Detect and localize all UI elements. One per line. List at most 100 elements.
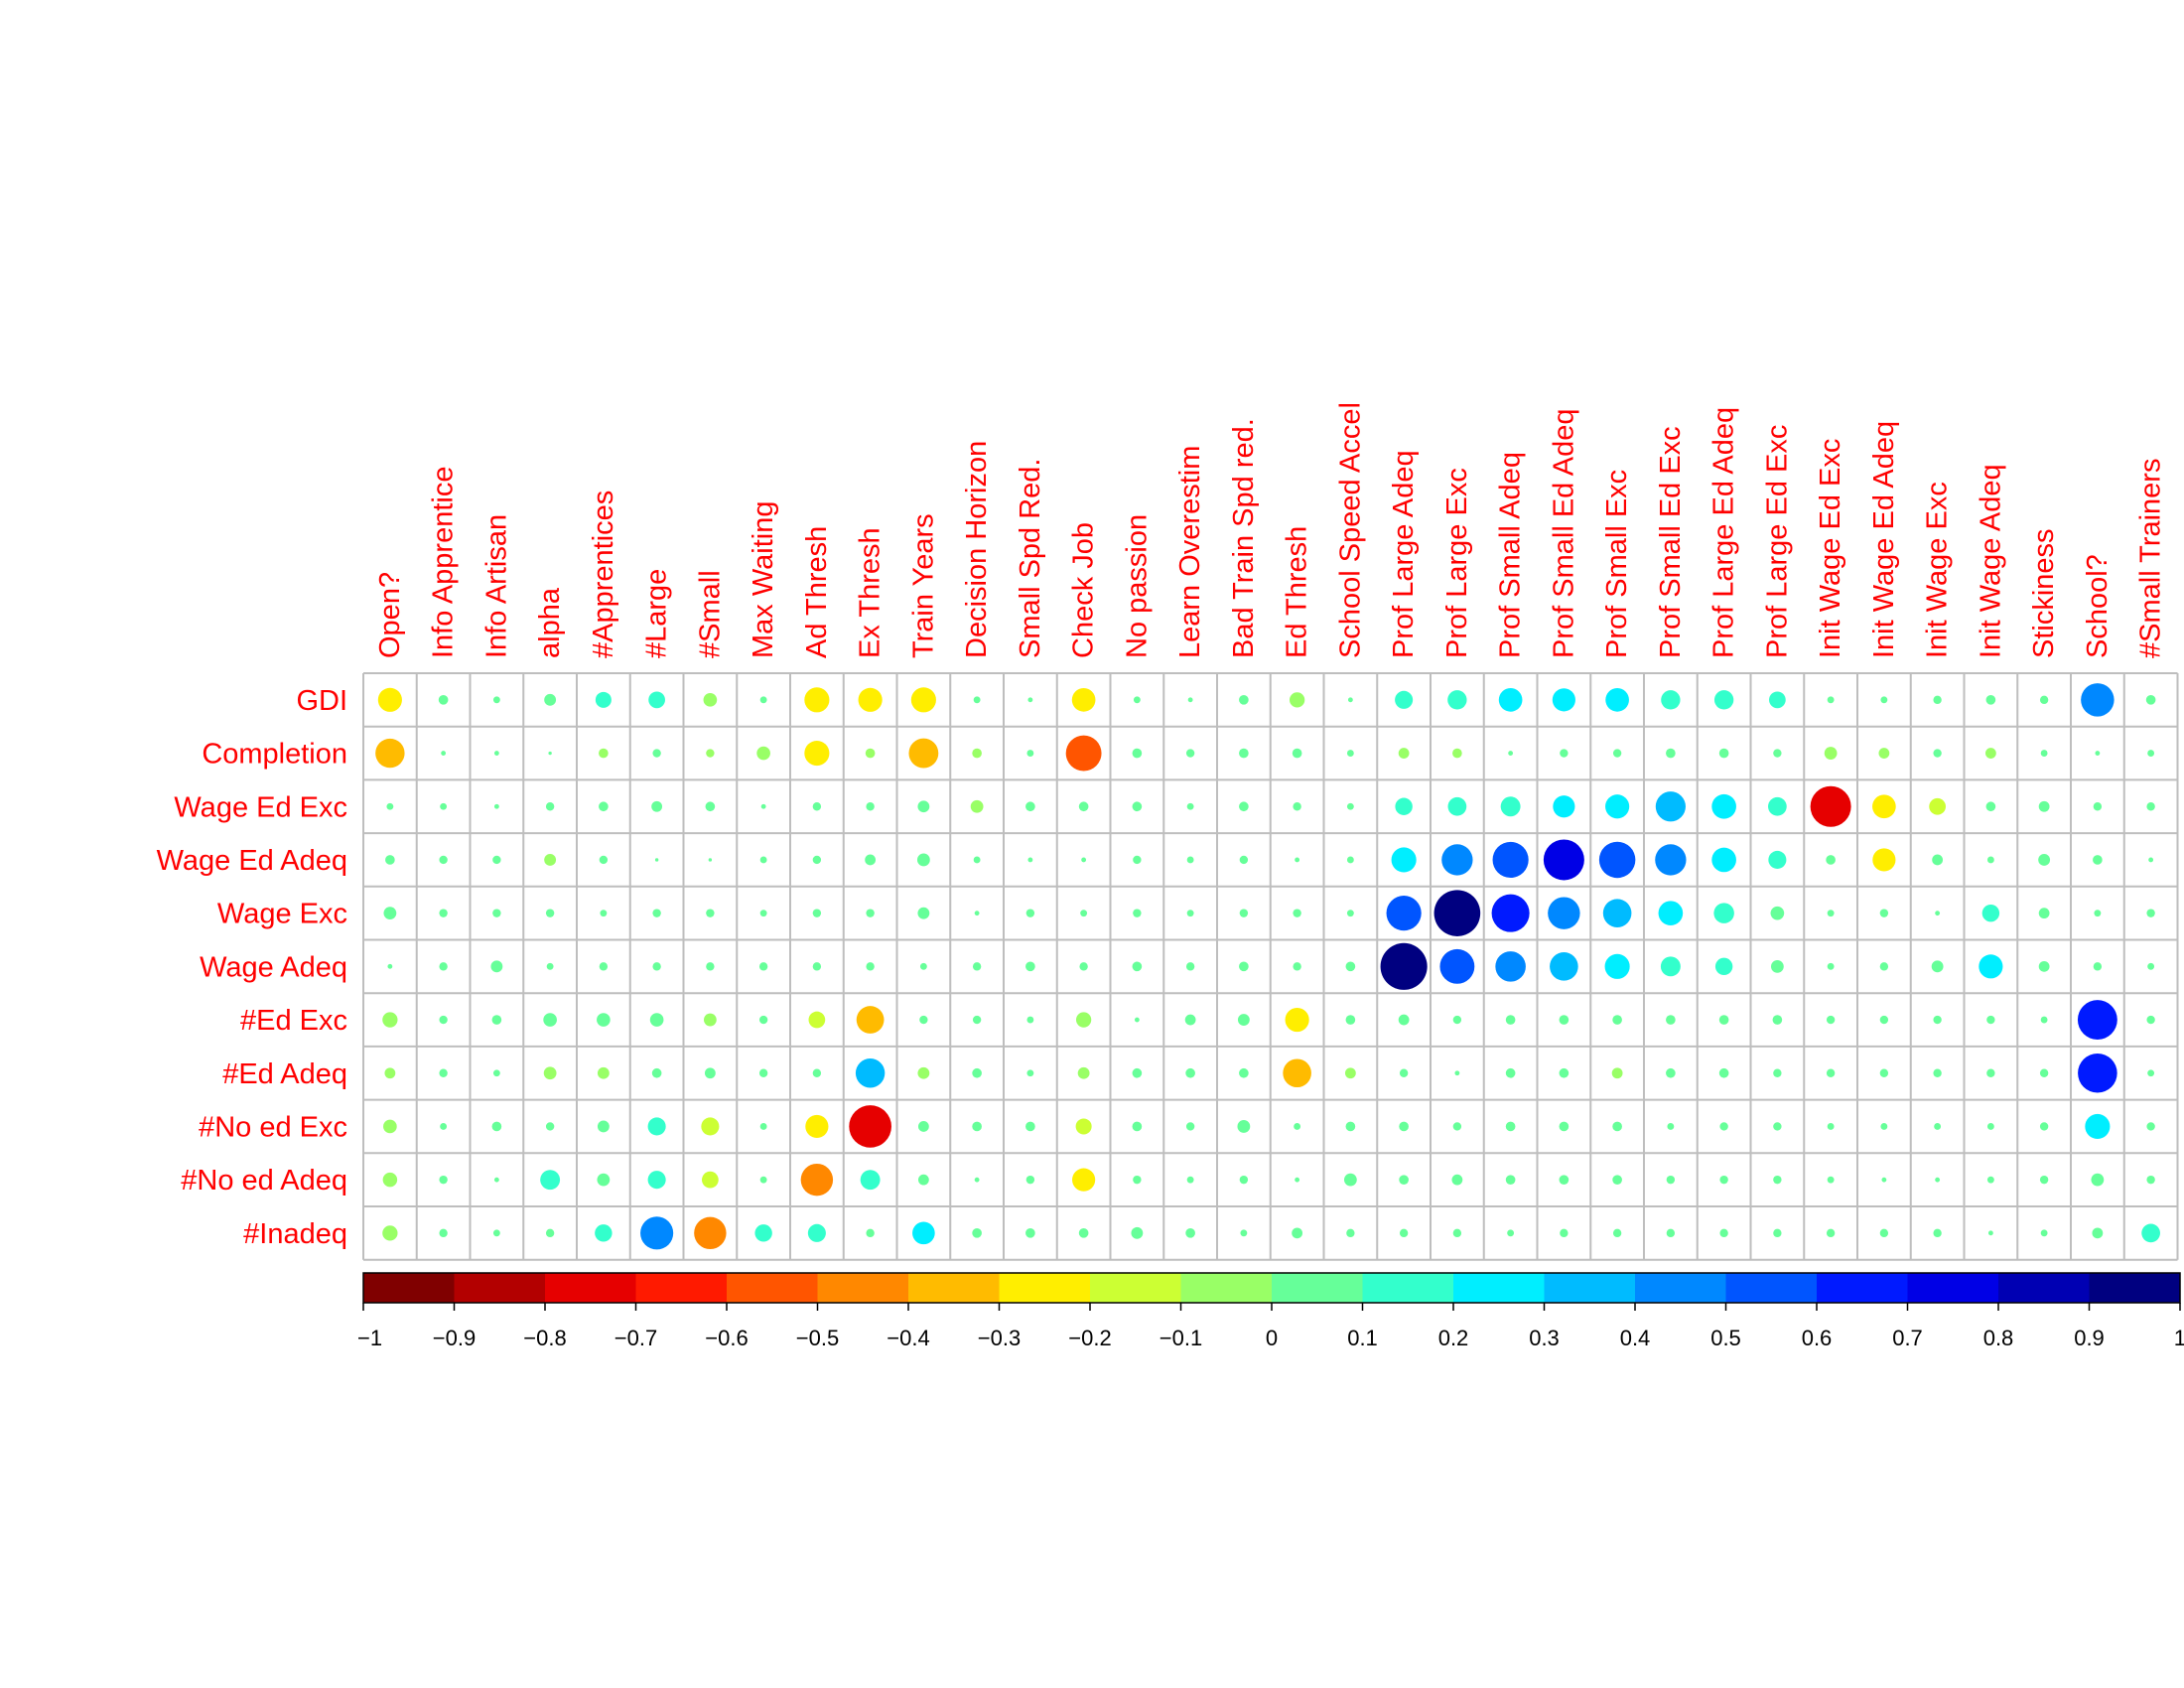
colorbar-tick-label: 0.3 bbox=[1529, 1326, 1560, 1350]
correlation-circle bbox=[648, 691, 665, 709]
correlation-circle bbox=[1186, 856, 1194, 864]
correlation-circle bbox=[1879, 962, 1889, 971]
correlation-circle bbox=[1345, 1121, 1356, 1132]
correlation-circle bbox=[595, 691, 612, 708]
correlation-circle bbox=[2145, 695, 2156, 705]
correlation-circle bbox=[1929, 797, 1946, 815]
correlation-circle bbox=[1399, 1175, 1409, 1185]
colorbar-tick-label: 0 bbox=[1266, 1326, 1278, 1350]
correlation-circle bbox=[544, 854, 557, 866]
correlation-circle bbox=[1133, 855, 1142, 865]
correlation-circle bbox=[440, 802, 448, 810]
correlation-circle bbox=[1667, 1123, 1675, 1130]
correlation-circle bbox=[1605, 794, 1630, 819]
correlation-circle bbox=[759, 1123, 767, 1130]
correlation-circle bbox=[649, 1013, 664, 1027]
colorbar-tick-label: −0.4 bbox=[887, 1326, 929, 1350]
correlation-circle bbox=[1391, 847, 1417, 873]
correlation-circle bbox=[807, 1223, 826, 1242]
colorbar-tick-label: 0.7 bbox=[1892, 1326, 1923, 1350]
correlation-circle bbox=[597, 1120, 610, 1133]
correlation-circle bbox=[599, 855, 609, 865]
correlation-circle bbox=[973, 856, 981, 864]
correlation-circle bbox=[1027, 697, 1033, 703]
column-label-init-wage-exc: Init Wage Exc bbox=[1922, 482, 1954, 658]
correlation-circle bbox=[2092, 1227, 2104, 1239]
correlation-circle bbox=[1770, 906, 1785, 920]
correlation-circle bbox=[1065, 735, 1102, 772]
correlation-circle bbox=[972, 748, 982, 759]
column-label-check-job: Check Job bbox=[1068, 522, 1100, 658]
correlation-circle bbox=[760, 803, 766, 809]
correlation-circle bbox=[805, 1114, 829, 1139]
correlation-circle bbox=[492, 696, 500, 704]
correlation-circle bbox=[1345, 1015, 1356, 1025]
correlation-circle bbox=[1237, 1120, 1251, 1133]
correlation-circle bbox=[1026, 750, 1034, 757]
correlation-circle bbox=[1718, 1067, 1729, 1078]
correlation-circle bbox=[1773, 1122, 1782, 1131]
correlation-circle bbox=[866, 962, 875, 971]
correlation-circle bbox=[1714, 957, 1733, 976]
correlation-circle bbox=[1559, 1067, 1570, 1078]
correlation-circle bbox=[754, 1224, 772, 1242]
column-label-school: School? bbox=[2082, 554, 2114, 658]
correlation-circle bbox=[1773, 749, 1782, 758]
correlation-circle bbox=[2039, 1175, 2049, 1185]
correlation-circle bbox=[1880, 1123, 1888, 1130]
correlation-circle bbox=[597, 1013, 611, 1027]
correlation-circle bbox=[855, 1058, 886, 1088]
correlation-circle bbox=[2040, 750, 2048, 757]
correlation-circle bbox=[2039, 1068, 2049, 1077]
correlation-circle bbox=[812, 962, 822, 971]
colorbar-segment bbox=[1907, 1273, 1999, 1303]
column-label-prof-small-adeq: Prof Small Adeq bbox=[1495, 452, 1527, 658]
correlation-circle bbox=[1491, 894, 1530, 932]
colorbar-segment bbox=[1272, 1273, 1363, 1303]
correlation-circle bbox=[1025, 961, 1035, 972]
correlation-circle bbox=[1081, 857, 1087, 863]
correlation-circle bbox=[1239, 695, 1249, 705]
column-label-ex-thresh: Ex Thresh bbox=[855, 527, 887, 658]
correlation-circle bbox=[1346, 750, 1354, 757]
correlation-circle bbox=[599, 801, 609, 812]
correlation-circle bbox=[1713, 690, 1734, 710]
colorbar-segment bbox=[363, 1273, 455, 1303]
correlation-circle bbox=[706, 962, 715, 971]
correlation-circle bbox=[1658, 901, 1684, 925]
correlation-circle bbox=[490, 960, 503, 973]
correlation-circle bbox=[1454, 1070, 1460, 1076]
correlation-circle bbox=[1495, 951, 1526, 982]
correlation-circle bbox=[545, 1122, 555, 1131]
correlation-circle bbox=[1239, 961, 1249, 972]
correlation-circle bbox=[439, 1228, 448, 1238]
correlation-circle bbox=[2038, 960, 2050, 972]
correlation-circle bbox=[1598, 841, 1636, 879]
correlation-circle bbox=[1186, 802, 1194, 810]
correlation-circle bbox=[1986, 1123, 1994, 1130]
correlation-circle bbox=[1433, 890, 1481, 936]
correlation-circle bbox=[439, 1175, 448, 1185]
colorbar bbox=[362, 1272, 2181, 1304]
column-label-small: #Small bbox=[694, 570, 726, 658]
correlation-circle bbox=[1560, 749, 1569, 758]
correlation-circle bbox=[856, 1006, 885, 1034]
column-label-max-waiting: Max Waiting bbox=[748, 501, 779, 658]
colorbar-tick-label: −0.1 bbox=[1160, 1326, 1202, 1350]
correlation-circle bbox=[812, 909, 822, 917]
column-label-small-spd-red: Small Spd Red. bbox=[1015, 459, 1046, 659]
correlation-circle bbox=[972, 962, 982, 971]
row-label-gdi: GDI bbox=[296, 685, 347, 717]
correlation-circle bbox=[1934, 1123, 1942, 1130]
correlation-circle bbox=[1612, 1121, 1622, 1132]
correlation-circle bbox=[1078, 801, 1089, 812]
column-label-init-wage-ed-adeq: Init Wage Ed Adeq bbox=[1868, 421, 1900, 658]
correlation-circle bbox=[1548, 897, 1580, 929]
correlation-circle bbox=[2146, 1122, 2155, 1131]
correlation-circle bbox=[1293, 802, 1301, 811]
correlation-circle bbox=[917, 1121, 929, 1132]
correlation-circle bbox=[1604, 953, 1630, 979]
correlation-circle bbox=[1826, 855, 1836, 865]
correlation-circle bbox=[1986, 1176, 1994, 1184]
column-label-no-passion: No passion bbox=[1121, 514, 1153, 658]
